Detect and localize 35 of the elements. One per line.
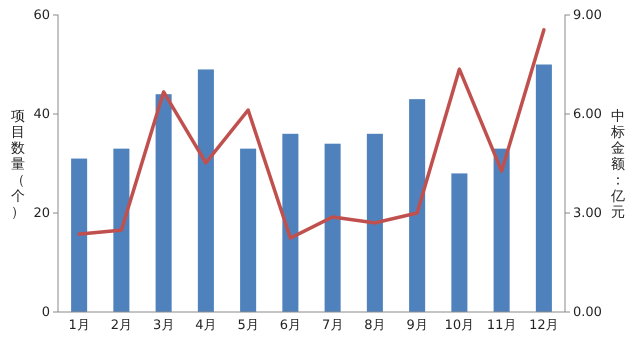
y2-tick-label: 0.00 [573, 305, 602, 320]
bar [366, 134, 383, 312]
y2-tick-label: 3.00 [573, 206, 602, 222]
x-tick-label: 10月 [444, 318, 474, 334]
bar [71, 158, 88, 312]
y-tick-label: 0 [42, 305, 50, 320]
y-tick-label: 40 [33, 107, 50, 122]
bar [324, 144, 341, 312]
bar [113, 148, 130, 312]
x-tick-label: 7月 [322, 318, 344, 334]
bar [409, 99, 426, 312]
x-tick-label: 3月 [152, 318, 174, 334]
x-tick-label: 4月 [195, 318, 217, 334]
bar [536, 64, 552, 312]
x-tick-label: 2月 [110, 318, 132, 334]
y-tick-label: 60 [33, 8, 50, 24]
y-tick-label: 20 [33, 206, 50, 222]
y2-tick-label: 6.00 [573, 107, 602, 122]
line-series [77, 28, 546, 240]
bar [494, 148, 510, 312]
bar [198, 69, 214, 312]
x-tick-label: 9月 [406, 318, 428, 334]
x-tick-label: 12月 [529, 318, 559, 334]
y-axis-title: 项目数量（个） [11, 108, 25, 220]
y2-axis-title: 中标金额：亿元 [610, 108, 625, 220]
bar [156, 94, 172, 312]
x-tick-label: 11月 [486, 318, 516, 334]
x-tick-label: 1月 [68, 318, 90, 334]
bar [282, 134, 298, 312]
x-tick-label: 8月 [364, 318, 386, 334]
bar [240, 148, 256, 312]
y2-tick-label: 9.00 [573, 8, 602, 24]
x-tick-label: 5月 [237, 318, 259, 334]
x-tick-label: 6月 [280, 318, 302, 334]
bar [451, 173, 468, 312]
